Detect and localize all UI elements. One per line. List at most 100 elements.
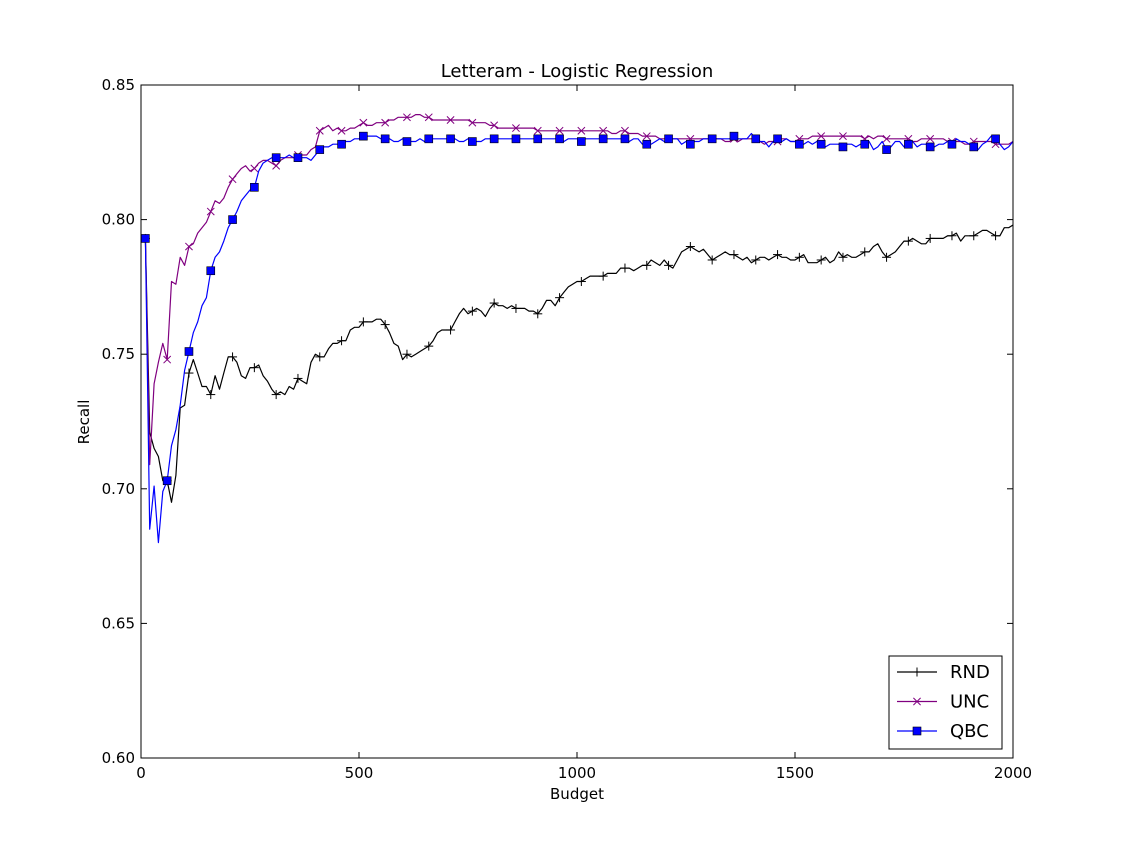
data-point-rnd <box>424 341 434 351</box>
data-point-rnd <box>642 260 652 270</box>
x-tick-label: 0 <box>136 764 146 782</box>
data-point-qbc <box>598 134 608 144</box>
y-axis-label: Recall <box>75 400 93 445</box>
x-tick-label: 500 <box>345 764 374 782</box>
x-axis-label: Budget <box>550 785 604 803</box>
data-point-rnd <box>620 263 630 273</box>
data-point-rnd <box>794 252 804 262</box>
data-point-rnd <box>925 233 935 243</box>
y-tick-label: 0.75 <box>102 345 135 363</box>
data-point-rnd <box>402 349 412 359</box>
data-point-unc <box>424 113 433 122</box>
legend-item-qbc: QBC <box>897 721 989 742</box>
y-tick-label: 0.60 <box>102 749 135 767</box>
data-point-unc <box>599 126 608 135</box>
data-point-rnd <box>337 336 347 346</box>
data-point-qbc <box>816 139 826 149</box>
data-point-qbc <box>337 139 346 149</box>
data-point-qbc <box>511 134 521 144</box>
data-point-qbc <box>860 139 870 149</box>
data-point-rnd <box>991 231 1001 241</box>
data-point-unc <box>446 116 455 124</box>
legend-label-qbc: QBC <box>950 721 989 742</box>
data-point-qbc <box>642 139 652 149</box>
data-point-unc <box>185 242 193 251</box>
data-point-qbc <box>664 134 673 144</box>
legend-label-rnd: RND <box>950 662 990 683</box>
data-point-unc <box>403 113 411 122</box>
data-point-unc <box>272 161 281 170</box>
data-point-qbc <box>882 145 891 154</box>
data-point-rnd <box>664 260 674 270</box>
data-point-unc <box>882 134 891 143</box>
data-point-unc <box>206 207 215 216</box>
data-point-rnd <box>576 277 586 287</box>
data-point-qbc <box>795 139 804 149</box>
data-point-qbc <box>729 131 739 141</box>
data-point-unc <box>555 126 564 135</box>
data-point-rnd <box>816 255 826 265</box>
data-point-rnd <box>947 231 957 241</box>
x-tick-label: 1000 <box>558 764 596 782</box>
data-point-unc <box>490 121 499 130</box>
data-point-rnd <box>206 390 216 400</box>
legend-item-unc: UNC <box>897 692 989 713</box>
data-point-unc <box>315 126 324 135</box>
data-point-qbc <box>468 137 477 146</box>
data-point-rnd <box>903 236 913 246</box>
data-point-qbc <box>838 142 848 152</box>
data-point-qbc <box>206 266 216 276</box>
series-qbc <box>141 131 1013 544</box>
data-point-unc <box>468 118 477 127</box>
data-point-rnd <box>685 242 695 252</box>
legend-marker-qbc <box>912 726 922 736</box>
chart-title: Letteram - Logistic Regression <box>441 61 714 82</box>
data-point-rnd <box>467 306 477 316</box>
data-point-rnd <box>882 252 892 262</box>
data-point-rnd <box>293 373 303 383</box>
data-point-rnd <box>380 320 390 330</box>
data-point-rnd <box>533 309 543 319</box>
data-point-rnd <box>271 390 281 400</box>
data-point-qbc <box>947 139 957 149</box>
data-point-qbc <box>904 139 913 149</box>
series-rnd <box>141 224 1013 503</box>
data-point-rnd <box>598 271 608 281</box>
data-point-unc <box>839 132 847 141</box>
data-point-qbc <box>271 153 281 162</box>
data-point-rnd <box>511 303 521 313</box>
data-point-qbc <box>751 134 761 144</box>
data-point-rnd <box>555 293 565 303</box>
data-point-qbc <box>228 215 237 224</box>
data-point-qbc <box>359 131 368 141</box>
data-point-rnd <box>751 255 761 265</box>
data-point-unc <box>337 126 346 135</box>
data-point-rnd <box>489 298 499 308</box>
data-point-unc <box>163 355 172 364</box>
data-point-rnd <box>838 252 848 262</box>
data-point-unc <box>577 126 586 135</box>
data-point-qbc <box>925 142 935 152</box>
data-point-rnd <box>184 368 194 378</box>
legend-item-rnd: RND <box>897 662 990 683</box>
data-point-unc <box>621 126 629 135</box>
y-tick-label: 0.85 <box>102 76 135 94</box>
data-point-unc <box>642 132 651 141</box>
x-tick-label: 2000 <box>994 764 1032 782</box>
data-point-qbc <box>555 134 564 144</box>
data-point-qbc <box>991 134 1000 144</box>
data-point-unc <box>359 118 368 127</box>
data-point-unc <box>926 134 935 143</box>
data-point-qbc <box>707 134 717 144</box>
data-point-unc <box>533 126 542 135</box>
plot-area <box>141 113 1013 544</box>
data-point-rnd <box>249 363 259 373</box>
data-point-qbc <box>162 476 172 486</box>
data-point-qbc <box>315 145 325 154</box>
data-point-qbc <box>489 134 499 144</box>
data-point-rnd <box>446 325 456 335</box>
data-point-unc <box>250 164 259 173</box>
x-tick-label: 1500 <box>776 764 814 782</box>
data-point-qbc <box>620 134 630 144</box>
